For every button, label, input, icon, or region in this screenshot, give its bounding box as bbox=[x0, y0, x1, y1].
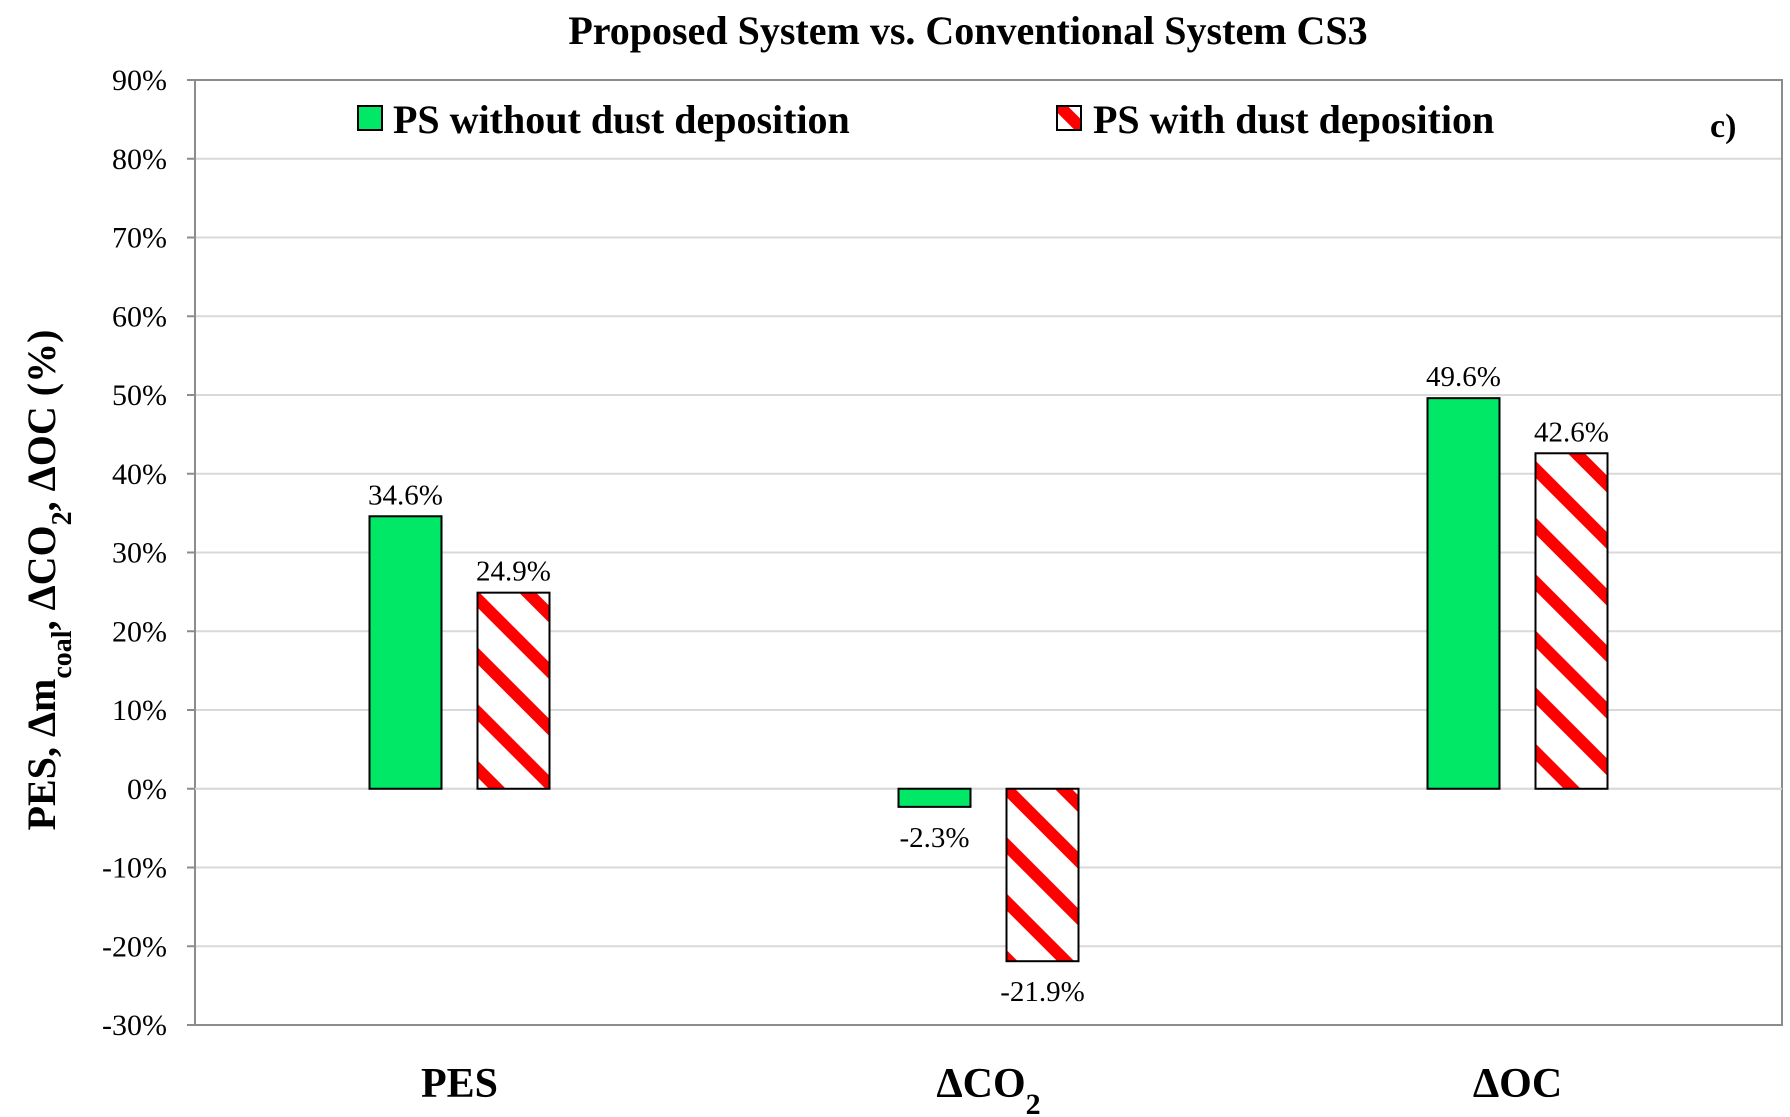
data-label: 42.6% bbox=[1534, 416, 1609, 448]
y-tick-label: 50% bbox=[112, 379, 167, 412]
bars bbox=[368, 397, 1609, 963]
y-axis-label: PES, Δmcoal, ΔCO2, ΔOC (%) bbox=[19, 330, 78, 831]
bar-ps-with-dust-0 bbox=[476, 591, 551, 790]
legend-swatch-ps-with-dust bbox=[1056, 105, 1082, 131]
data-label: -21.9% bbox=[1000, 976, 1085, 1008]
y-tick-label: -30% bbox=[102, 1009, 167, 1042]
y-tick-label: 0% bbox=[127, 773, 167, 806]
bar-ps-without-dust-1 bbox=[897, 787, 972, 808]
y-tick-label: 60% bbox=[112, 300, 167, 333]
y-tick-label: 30% bbox=[112, 537, 167, 570]
legend-swatch-ps-without-dust bbox=[357, 105, 383, 131]
category-label-0: PES bbox=[421, 1061, 498, 1107]
y-tick-label: 40% bbox=[112, 458, 167, 491]
bar-ps-without-dust-2 bbox=[1426, 397, 1501, 790]
legend-label-ps-without-dust: PS without dust deposition bbox=[393, 97, 850, 142]
data-label: 34.6% bbox=[368, 479, 443, 511]
y-tick-label: 90% bbox=[112, 64, 167, 97]
bar-ps-with-dust-2 bbox=[1534, 452, 1609, 790]
category-label-2: ΔOC bbox=[1473, 1061, 1562, 1107]
y-tick-label: 20% bbox=[112, 615, 167, 648]
category-labels: PES ΔCO2 ΔOC bbox=[421, 1061, 1562, 1117]
legend: PS without dust deposition PS with dust … bbox=[357, 97, 1494, 142]
y-tick-label: -10% bbox=[102, 852, 167, 885]
data-label: 24.9% bbox=[476, 556, 551, 588]
data-label: 49.6% bbox=[1426, 361, 1501, 393]
data-labels: 34.6% 24.9% -2.3% -21.9% 49.6% 42.6% bbox=[368, 361, 1609, 1008]
bar-ps-without-dust-0 bbox=[368, 515, 443, 790]
y-tick-label: 80% bbox=[112, 143, 167, 176]
y-tick-label: 10% bbox=[112, 694, 167, 727]
y-tick-labels: -30% -20% -10% 0% 10% 20% 30% 40% 50% 60% 70% 80% 90… bbox=[102, 64, 167, 1042]
panel-label: c) bbox=[1710, 108, 1736, 145]
axes bbox=[187, 79, 1783, 1026]
category-label-1: ΔCO2 bbox=[936, 1061, 1040, 1117]
legend-label-ps-with-dust: PS with dust deposition bbox=[1093, 97, 1494, 142]
chart-title: Proposed System vs. Conventional System … bbox=[568, 8, 1367, 53]
y-tick-label: 70% bbox=[112, 222, 167, 255]
bar-ps-with-dust-1 bbox=[1005, 787, 1080, 963]
data-label: -2.3% bbox=[899, 822, 969, 854]
y-tick-label: -20% bbox=[102, 930, 167, 963]
